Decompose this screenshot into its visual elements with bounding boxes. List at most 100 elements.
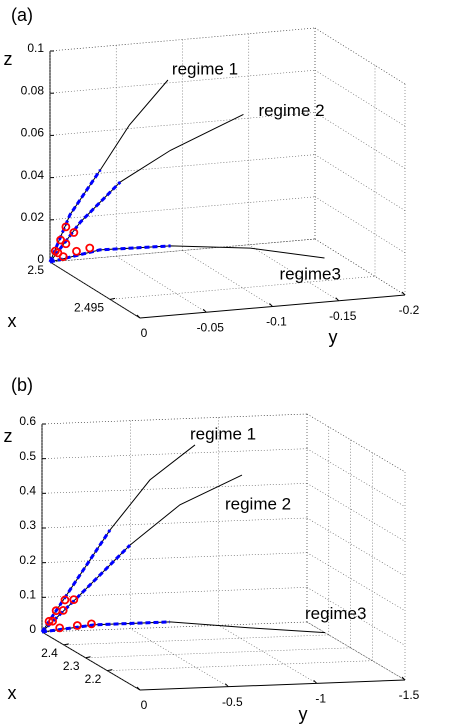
tick-mark [401,676,406,681]
data-point [72,621,82,630]
grid-line [85,647,351,659]
z-tick-label: 0.5 [19,449,36,463]
grid-line [109,276,376,300]
data-point [44,616,54,626]
tick-mark [107,669,113,672]
grid-line [41,552,308,563]
grid-line [41,587,308,598]
grid-line [41,483,308,494]
tick-mark [401,291,406,296]
series-line [49,245,325,263]
y-tick-label: -0.05 [197,320,225,334]
z-axis-label: z [4,49,13,69]
grid-line [306,621,406,681]
data-point [60,595,70,605]
grid-line [314,69,406,127]
z-tick-label: 0.2 [19,553,36,567]
tick-mark [136,686,141,691]
x-tick-label: 2.4 [41,646,58,660]
z-tick-label: 0 [37,252,44,266]
series-line [41,620,170,634]
x-tick-label: 2.495 [74,301,104,315]
data-point [48,616,57,626]
z-tick-label: 0.08 [21,83,45,97]
annotation: regime3 [305,604,366,623]
z-axis-label: z [4,426,13,446]
y-tick-label: -0.15 [329,309,357,323]
grid-line [306,587,406,646]
x-tick-label: 2.5 [27,263,44,277]
axis-line [49,261,141,319]
grid-line [41,631,141,691]
data-point [69,595,79,604]
grid-line [314,154,406,211]
annotation: regime 2 [225,495,291,514]
grid-line [41,413,308,425]
z-tick-label: 0.3 [19,518,36,532]
x-tick-label: 2.3 [63,659,80,673]
grid-line [306,517,406,577]
grid-line [41,517,308,529]
grid-line [306,448,406,507]
data-point [58,606,68,615]
z-tick-label: 0 [29,622,36,636]
series-line [40,544,132,634]
z-tick-label: 0.6 [19,414,36,428]
annotation: regime 2 [258,101,324,120]
grid-line [218,625,317,684]
grid-line [306,552,406,611]
series-line [48,180,122,263]
z-tick-label: 0.02 [21,210,45,224]
x-axis-label: x [8,683,17,703]
grid-line [306,413,406,473]
data-point [85,243,95,253]
y-tick-label: -0.5 [222,695,243,709]
series-line [49,244,171,264]
axis-line [139,679,406,691]
y-tick-label: -1.5 [399,688,420,702]
z-tick-label: 0.04 [21,168,45,182]
chart-title: (b) [11,375,33,395]
annotation: regime 1 [190,424,256,443]
data-point [55,623,65,633]
z-tick-label: 0.4 [19,484,36,498]
x-tick-label: 2.2 [85,672,102,686]
grid-line [314,196,406,254]
tick-mark [63,643,69,646]
grid-line [41,448,308,459]
series-line [49,79,169,263]
grid-line [314,27,406,85]
grid-line [130,628,229,687]
data-point [58,252,68,262]
series-line [41,474,243,633]
tick-mark [269,303,273,307]
tick-mark [313,679,318,684]
x-axis-label: x [8,311,17,331]
y-tick-label: 0 [141,326,148,340]
data-point [61,239,71,249]
grid-line [41,621,308,633]
annotation: regime 1 [172,59,238,78]
z-tick-label: 0.1 [27,41,44,55]
data-point [72,246,81,256]
tick-mark [202,308,207,313]
z-tick-label: 0.06 [21,126,45,140]
y-tick-label: 0 [141,698,148,712]
y-tick-label: -1 [315,692,326,706]
grid-line [306,483,406,542]
tick-mark [109,297,116,300]
data-point [69,228,79,237]
tick-mark [136,314,141,319]
grid-line [107,660,373,671]
y-tick-label: -0.1 [266,315,287,329]
series-line [49,113,244,263]
annotation: regime3 [280,264,341,283]
chart-title: (a) [11,5,33,25]
series-line [48,169,102,263]
z-tick-label: 0.1 [19,588,36,602]
data-point [87,619,96,629]
grid-line [182,250,273,307]
data-point [61,222,71,232]
y-axis-label: y [329,327,338,347]
